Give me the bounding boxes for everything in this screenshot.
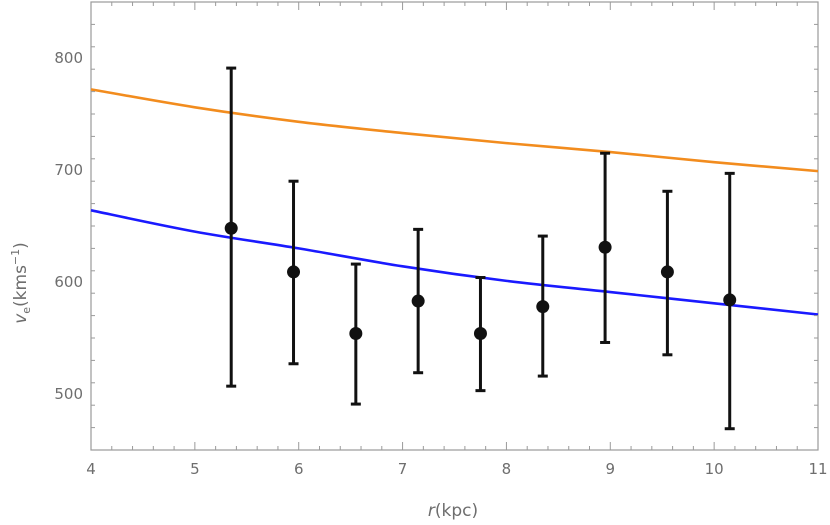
data-point-group	[349, 262, 363, 406]
data-point	[411, 294, 425, 308]
x-tick-label: 5	[190, 460, 200, 478]
data-point-group	[224, 66, 238, 388]
data-point	[660, 265, 674, 279]
data-point-group	[473, 276, 487, 393]
data-point-group	[536, 234, 550, 378]
data-point-group	[287, 179, 301, 366]
y-tick-label: 700	[54, 161, 83, 179]
x-axis-label: r(kpc)	[428, 501, 478, 521]
y-tick-label: 500	[54, 385, 83, 403]
data-point-group	[411, 227, 425, 375]
x-tick-label: 10	[705, 460, 724, 478]
x-tick-label: 6	[294, 460, 304, 478]
data-point-group	[660, 189, 674, 357]
plot-frame	[90, 1, 819, 451]
data-point	[349, 327, 363, 341]
y-tick-label: 800	[54, 49, 83, 67]
data-point-group	[723, 171, 737, 431]
x-tick-label: 4	[86, 460, 96, 478]
x-tick-label: 11	[808, 460, 827, 478]
x-tick-label: 9	[606, 460, 616, 478]
y-tick-label: 600	[54, 273, 83, 291]
x-tick-label: 7	[398, 460, 408, 478]
data-point	[287, 265, 301, 279]
upper-curve-line	[90, 88, 819, 173]
data-point	[536, 300, 550, 314]
data-point-group	[598, 151, 612, 344]
data-point	[723, 293, 737, 307]
data-point	[224, 221, 238, 235]
data-point	[598, 240, 612, 254]
x-tick-label: 8	[502, 460, 512, 478]
lower-curve-line	[90, 209, 819, 316]
data-point	[473, 327, 487, 341]
y-axis-label: ve(kms−1)	[9, 242, 33, 324]
